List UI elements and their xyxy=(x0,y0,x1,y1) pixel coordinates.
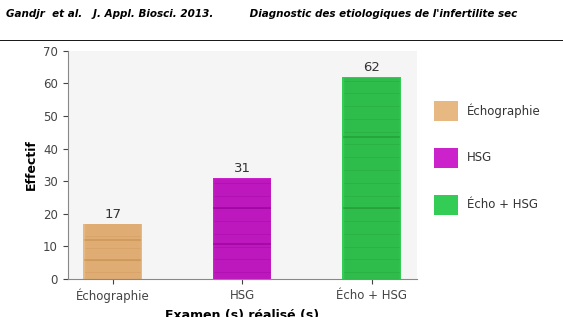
Text: Écho + HSG: Écho + HSG xyxy=(467,198,538,211)
Text: 17: 17 xyxy=(104,208,121,221)
Text: 31: 31 xyxy=(234,162,251,175)
FancyBboxPatch shape xyxy=(435,101,458,121)
FancyBboxPatch shape xyxy=(435,195,458,215)
Bar xyxy=(213,178,271,279)
Y-axis label: Effectif: Effectif xyxy=(24,139,37,190)
Bar xyxy=(342,77,401,279)
Text: Échographie: Échographie xyxy=(467,103,540,118)
X-axis label: Examen (s) réalisé (s): Examen (s) réalisé (s) xyxy=(165,309,319,317)
Text: HSG: HSG xyxy=(467,151,492,164)
Text: Gandjr  et al.   J. Appl. Biosci. 2013.          Diagnostic des etiologiques de : Gandjr et al. J. Appl. Biosci. 2013. Dia… xyxy=(6,10,517,19)
Bar xyxy=(83,223,142,279)
FancyBboxPatch shape xyxy=(435,148,458,168)
Text: 62: 62 xyxy=(363,61,380,74)
